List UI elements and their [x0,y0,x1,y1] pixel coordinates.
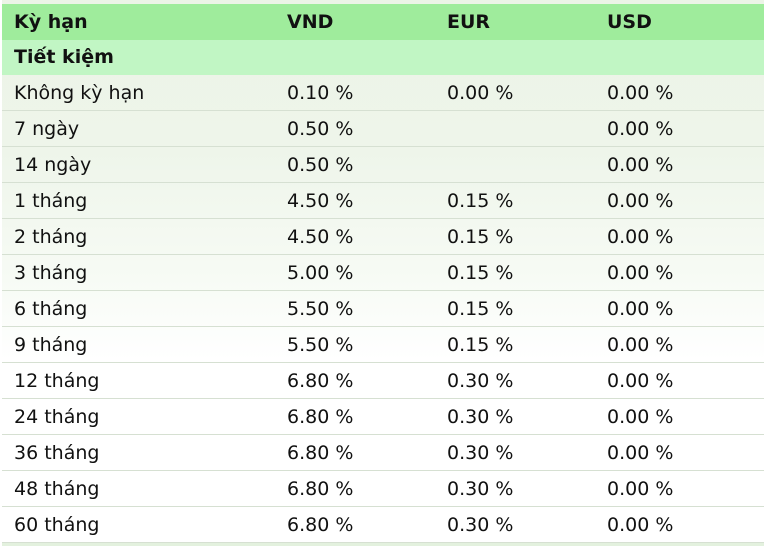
section-row-savings: Tiết kiệm [2,40,764,75]
cell-term: 36 tháng [14,442,100,464]
table-row: 24 tháng 6.80 % 0.30 % 0.00 % [2,399,764,435]
cell-vnd: 4.50 % [287,190,354,212]
table-header-row: Kỳ hạn VND EUR USD [2,4,764,40]
cell-term: 7 ngày [14,118,80,140]
cell-usd: 0.00 % [607,154,674,176]
cell-eur: 0.15 % [447,226,514,248]
cell-term: 14 ngày [14,154,92,176]
cell-usd: 0.00 % [607,442,674,464]
cell-eur: 0.15 % [447,298,514,320]
cell-term: Không kỳ hạn [14,82,145,104]
table-row: 48 tháng 6.80 % 0.30 % 0.00 % [2,471,764,507]
column-header-vnd: VND [287,11,334,33]
cell-eur: 0.00 % [447,82,514,104]
cell-vnd: 6.80 % [287,514,354,536]
cell-term: 24 tháng [14,406,100,428]
cell-vnd: 0.10 % [287,82,354,104]
cell-term: 6 tháng [14,298,88,320]
cell-vnd: 6.80 % [287,370,354,392]
cell-eur: 0.30 % [447,514,514,536]
cell-usd: 0.00 % [607,82,674,104]
cell-eur: 0.15 % [447,190,514,212]
cell-usd: 0.00 % [607,262,674,284]
cell-eur: 0.30 % [447,406,514,428]
cell-eur: 0.30 % [447,478,514,500]
table-row: 6 tháng 5.50 % 0.15 % 0.00 % [2,291,764,327]
section-title: Tiết kiệm [14,46,114,68]
cell-vnd: 6.80 % [287,406,354,428]
cell-vnd: 4.50 % [287,226,354,248]
cell-vnd: 6.80 % [287,478,354,500]
table-row: Không kỳ hạn 0.10 % 0.00 % 0.00 % [2,75,764,111]
cell-eur: 0.15 % [447,334,514,356]
cell-vnd: 6.80 % [287,442,354,464]
table-row: 7 ngày 0.50 % 0.00 % [2,111,764,147]
cell-eur: 0.30 % [447,370,514,392]
column-header-eur: EUR [447,11,491,33]
table-row: 12 tháng 6.80 % 0.30 % 0.00 % [2,363,764,399]
table-row: 2 tháng 4.50 % 0.15 % 0.00 % [2,219,764,255]
cell-vnd: 5.00 % [287,262,354,284]
table-row: 60 tháng 6.80 % 0.30 % 0.00 % [2,507,764,543]
cell-term: 9 tháng [14,334,88,356]
cell-term: 1 tháng [14,190,88,212]
cell-usd: 0.00 % [607,298,674,320]
table-bottom-edge [2,543,764,546]
cell-vnd: 5.50 % [287,334,354,356]
cell-vnd: 5.50 % [287,298,354,320]
cell-usd: 0.00 % [607,406,674,428]
cell-term: 2 tháng [14,226,88,248]
column-header-term: Kỳ hạn [14,11,88,33]
cell-eur: 0.15 % [447,262,514,284]
table-row: 1 tháng 4.50 % 0.15 % 0.00 % [2,183,764,219]
cell-term: 60 tháng [14,514,100,536]
cell-vnd: 0.50 % [287,118,354,140]
cell-term: 3 tháng [14,262,88,284]
cell-vnd: 0.50 % [287,154,354,176]
table-row: 14 ngày 0.50 % 0.00 % [2,147,764,183]
cell-usd: 0.00 % [607,190,674,212]
table-row: 3 tháng 5.00 % 0.15 % 0.00 % [2,255,764,291]
column-header-usd: USD [607,11,652,33]
cell-usd: 0.00 % [607,118,674,140]
cell-eur: 0.30 % [447,442,514,464]
table-row: 36 tháng 6.80 % 0.30 % 0.00 % [2,435,764,471]
cell-term: 48 tháng [14,478,100,500]
cell-usd: 0.00 % [607,334,674,356]
cell-usd: 0.00 % [607,478,674,500]
table-row: 9 tháng 5.50 % 0.15 % 0.00 % [2,327,764,363]
cell-usd: 0.00 % [607,514,674,536]
cell-usd: 0.00 % [607,370,674,392]
cell-usd: 0.00 % [607,226,674,248]
cell-term: 12 tháng [14,370,100,392]
